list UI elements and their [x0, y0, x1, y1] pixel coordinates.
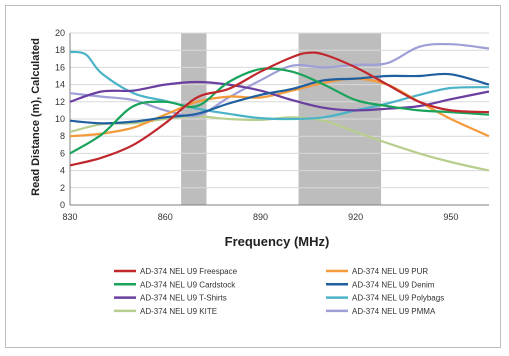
x-tick-label-860: 860	[158, 212, 173, 222]
y-tick-label-18: 18	[55, 45, 65, 55]
tick-labels: 0 2 4 6 8 10 12 14 16 18 20 830 860 890 920 950	[55, 28, 458, 222]
legend-label-ad-374-nel-u9-denim: AD-374 NEL U9 Denim	[352, 280, 435, 289]
y-tick-label-8: 8	[60, 131, 65, 141]
y-axis-label: Read Distance (m), Calculated	[30, 38, 42, 196]
x-tick-label-920: 920	[348, 212, 363, 222]
legend: AD-374 NEL U9 Freespace AD-374 NEL U9 PUR…	[114, 267, 444, 316]
x-tick-label-830: 830	[62, 212, 77, 222]
axes	[69, 33, 489, 206]
y-tick-label-14: 14	[55, 80, 65, 90]
y-tick-label-2: 2	[60, 183, 65, 193]
legend-label-ad-374-nel-u9-pmma: AD-374 NEL U9 PMMA	[352, 307, 436, 316]
series-line-ad-374-nel-u9-pmma	[69, 42, 490, 118]
legend-label-ad-374-nel-u9-pur: AD-374 NEL U9 PUR	[352, 267, 428, 276]
y-tick-label-16: 16	[55, 62, 65, 72]
x-tick-label-950: 950	[443, 212, 458, 222]
series-line-ad-374-nel-u9-freespace	[69, 51, 490, 167]
y-tick-label-20: 20	[55, 28, 65, 38]
x-axis-label: Frequency (MHz)	[225, 234, 330, 249]
legend-label-ad-374-nel-u9-t-shirts: AD-374 NEL U9 T-Shirts	[140, 294, 227, 303]
legend-label-ad-374-nel-u9-freespace: AD-374 NEL U9 Freespace	[140, 267, 238, 276]
y-tick-label-0: 0	[60, 200, 65, 210]
y-tick-label-6: 6	[60, 148, 65, 158]
y-tick-label-12: 12	[55, 97, 65, 107]
legend-label-ad-374-nel-u9-polybags: AD-374 NEL U9 Polybags	[352, 294, 444, 303]
legend-label-ad-374-nel-u9-kite: AD-374 NEL U9 KITE	[140, 307, 217, 316]
series-line-ad-374-nel-u9-denim	[69, 72, 490, 125]
series-line-ad-374-nel-u9-t-shirts	[69, 80, 490, 112]
x-tick-label-890: 890	[253, 212, 268, 222]
chart-frame	[5, 5, 501, 348]
y-tick-label-4: 4	[60, 166, 65, 176]
series-line-ad-374-nel-u9-kite	[69, 115, 490, 172]
legend-label-ad-374-nel-u9-cardstock: AD-374 NEL U9 Cardstock	[140, 280, 236, 289]
series-line-ad-374-nel-u9-cardstock	[69, 67, 490, 155]
y-tick-label-10: 10	[55, 114, 65, 124]
series-lines	[69, 42, 490, 172]
